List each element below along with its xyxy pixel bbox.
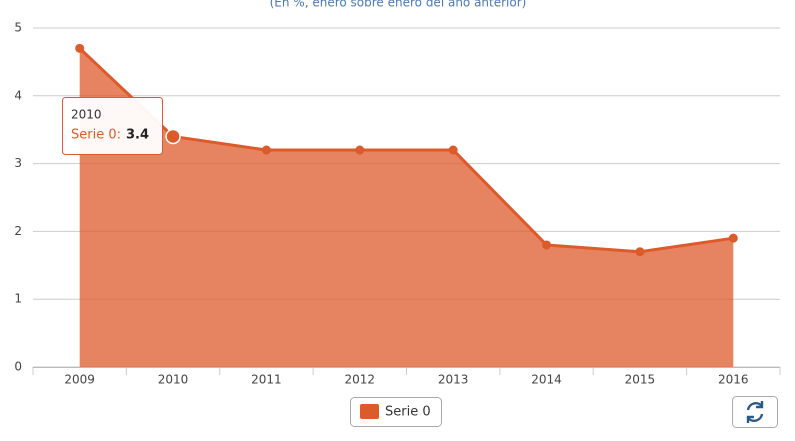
chart-subtitle: (En %, enero sobre enero del año anterio… (270, 0, 527, 10)
button-box (732, 396, 778, 428)
x-tick-label: 2012 (345, 373, 376, 387)
y-tick-label: 5 (14, 21, 22, 35)
point (165, 128, 181, 145)
y-tick-label: 4 (14, 88, 22, 102)
refresh-button[interactable] (732, 396, 778, 428)
x-tick-label: 2015 (625, 373, 656, 387)
refresh-icon (746, 401, 764, 423)
x-tick-label: 2009 (64, 373, 95, 387)
point (635, 247, 645, 257)
x-tick-label: 2016 (718, 373, 749, 387)
tooltip-value: 3.4 (126, 128, 149, 143)
point (355, 145, 365, 155)
tooltip: 2010 Serie 0: 3.4 (62, 97, 163, 155)
x-tick-label: 2011 (251, 373, 282, 387)
tooltip-label: Serie 0: (71, 128, 121, 143)
y-tick-label: 0 (14, 360, 22, 374)
point (542, 240, 552, 250)
legend-label: Serie 0 (385, 405, 431, 420)
y-tick-label: 2 (14, 224, 22, 238)
x-tick-label: 2013 (438, 373, 469, 387)
y-tick-label: 3 (14, 156, 22, 170)
x-tick-label: 2010 (158, 373, 189, 387)
y-tick-label: 1 (14, 292, 22, 306)
point (75, 43, 85, 53)
legend-item[interactable]: Serie 0 (350, 397, 442, 427)
point (261, 145, 271, 155)
area (79, 48, 734, 368)
plot-area: 0 1 2 3 4 5 2009 2010 2011 2012 2013 2014 2015 2016 (14, 21, 781, 387)
point (728, 233, 738, 243)
point (448, 145, 458, 155)
tooltip-box (62, 97, 163, 155)
x-tick-label: 2014 (531, 373, 562, 387)
legend-swatch (360, 404, 379, 419)
tooltip-title: 2010 (71, 108, 102, 122)
line (78, 47, 734, 254)
